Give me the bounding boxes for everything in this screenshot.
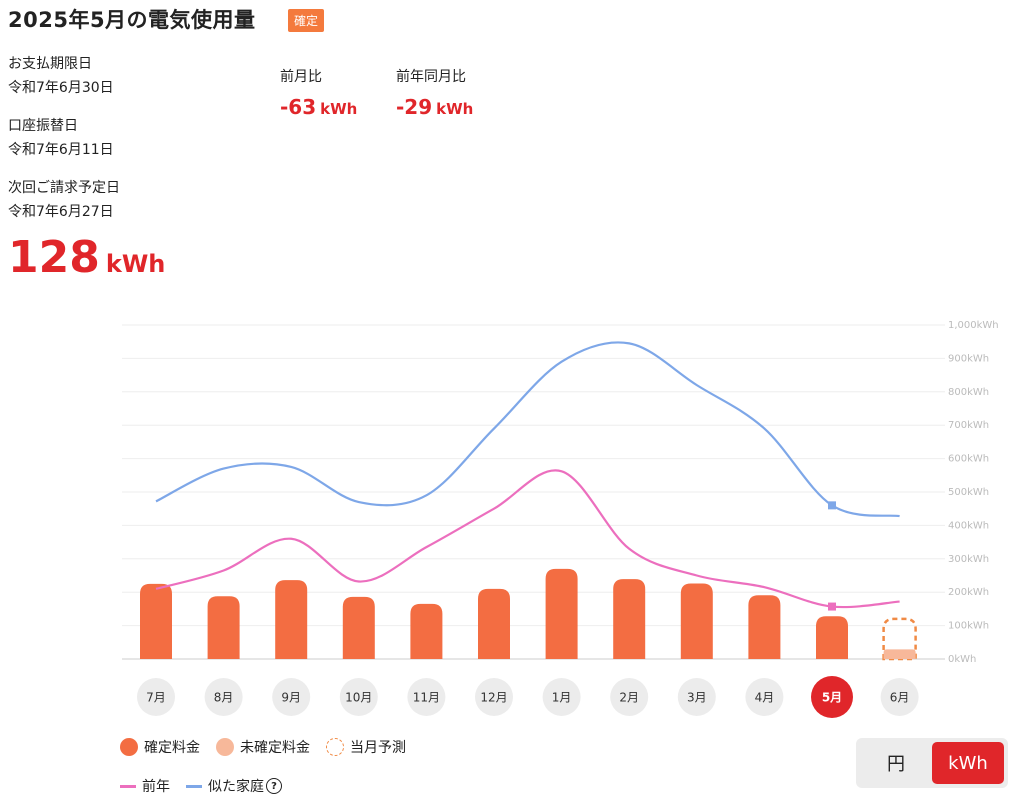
transfer-date-value: 令和7年6月11日	[8, 142, 114, 158]
month-chip	[407, 678, 446, 716]
x-tick-label: 7月	[146, 691, 166, 705]
y-tick-label: 300kWh	[948, 554, 989, 565]
bar-confirmed	[613, 579, 646, 659]
prev-year-line	[155, 469, 900, 609]
x-tick-label: 10月	[345, 691, 372, 705]
x-tick-label: 2月	[619, 691, 639, 705]
legend-bars: 確定料金 未確定料金 当月予測	[120, 737, 422, 757]
x-tick-label: 11月	[413, 691, 440, 705]
legend-confirmed-label: 確定料金	[144, 740, 200, 756]
yen-option-button[interactable]: 円	[887, 754, 905, 775]
help-icon[interactable]: ?	[266, 778, 282, 794]
bar-confirmed	[478, 588, 510, 659]
y-tick-label: 400kWh	[948, 520, 989, 531]
legend-similar-label: 似た家庭	[208, 779, 264, 795]
y-tick-label: 900kWh	[948, 353, 989, 364]
legend-unconfirmed-label: 未確定料金	[240, 740, 310, 756]
legend-prev-year-label: 前年	[142, 779, 170, 795]
x-tick-label: 3月	[687, 691, 707, 705]
y-tick-label: 1,000kWh	[948, 320, 999, 331]
bar-forecast	[882, 617, 917, 661]
next-bill-label: 次回ご請求予定日	[8, 180, 120, 196]
transfer-date-label: 口座振替日	[8, 118, 78, 134]
y-tick-label: 200kWh	[948, 587, 989, 598]
month-chip	[610, 678, 649, 716]
usage-chart: 0kWh 100kWh 200kWh 300kWh 400kWh 500kWh 600kWh…	[122, 320, 999, 718]
confirmed-swatch	[120, 738, 138, 756]
similar-household-line-marker	[828, 501, 836, 510]
x-tick-label: 12月	[480, 691, 507, 705]
y-tick-label: 600kWh	[948, 454, 989, 465]
month-chip	[272, 678, 311, 716]
bar-confirmed	[748, 595, 781, 659]
month-chip	[137, 678, 175, 716]
yoy-unit: kWh	[436, 100, 474, 118]
bar-confirmed	[207, 596, 240, 659]
x-tick-label: 5月	[822, 691, 842, 705]
bar-confirmed	[410, 603, 443, 659]
month-chip	[542, 678, 581, 716]
next-bill-value: 令和7年6月27日	[8, 204, 114, 220]
yoy-label: 前年同月比	[396, 69, 466, 85]
prev-year-line-marker	[828, 602, 836, 611]
mom-unit: kWh	[320, 100, 358, 118]
legend-unconfirmed: 未確定料金	[216, 737, 310, 757]
unconfirmed-swatch	[216, 738, 234, 756]
month-chip	[811, 676, 853, 718]
unit-toggle[interactable]: 円 kWh	[856, 738, 1008, 788]
x-tick-label: 9月	[281, 691, 301, 705]
forecast-swatch	[326, 738, 344, 756]
status-badge: 確定	[288, 9, 325, 32]
usage-total: 128 kWh	[8, 232, 165, 283]
bar-confirmed	[680, 583, 713, 659]
yoy-value: -29 kWh	[396, 95, 473, 119]
legend-similar: 似た家庭 ?	[186, 776, 282, 796]
legend-forecast: 当月予測	[326, 737, 406, 757]
y-tick-label: 0kWh	[948, 654, 976, 665]
y-tick-label: 800kWh	[948, 387, 989, 398]
mom-value: -63 kWh	[280, 95, 357, 119]
month-chip	[339, 678, 378, 716]
bar-confirmed	[342, 596, 375, 659]
mom-number: -63	[280, 95, 317, 119]
mom-label: 前月比	[280, 69, 322, 85]
similar-household-line	[155, 341, 900, 518]
x-tick-label: 8月	[214, 691, 234, 705]
month-chip	[475, 678, 513, 716]
usage-number: 128	[8, 232, 100, 283]
similar-swatch	[186, 784, 202, 788]
month-chip	[745, 678, 784, 716]
kwh-option-button[interactable]: kWh	[932, 742, 1004, 784]
month-chip	[204, 678, 243, 716]
page-title: 2025年5月の電気使用量	[8, 8, 256, 32]
y-tick-label: 100kWh	[948, 621, 989, 632]
payment-due-label: お支払期限日	[8, 56, 92, 72]
legend-forecast-label: 当月予測	[350, 740, 406, 756]
payment-due-value: 令和7年6月30日	[8, 80, 114, 96]
legend-lines: 前年 似た家庭 ?	[120, 776, 298, 796]
month-chip	[880, 678, 919, 716]
usage-unit: kWh	[105, 250, 166, 278]
bar-confirmed	[545, 568, 578, 659]
bar-confirmed	[816, 616, 848, 659]
bar-confirmed	[275, 580, 308, 659]
month-chip	[677, 678, 716, 716]
x-tick-label: 6月	[890, 691, 910, 705]
y-tick-label: 500kWh	[948, 487, 989, 498]
legend-prev-year: 前年	[120, 776, 170, 796]
legend-confirmed: 確定料金	[120, 737, 200, 757]
prev-year-swatch	[120, 784, 136, 788]
bar-confirmed	[140, 583, 172, 659]
y-tick-label: 700kWh	[948, 420, 989, 431]
x-tick-label: 1月	[552, 691, 572, 705]
yoy-number: -29	[396, 95, 433, 119]
bar-unconfirmed	[883, 649, 916, 659]
x-tick-label: 4月	[755, 691, 775, 705]
